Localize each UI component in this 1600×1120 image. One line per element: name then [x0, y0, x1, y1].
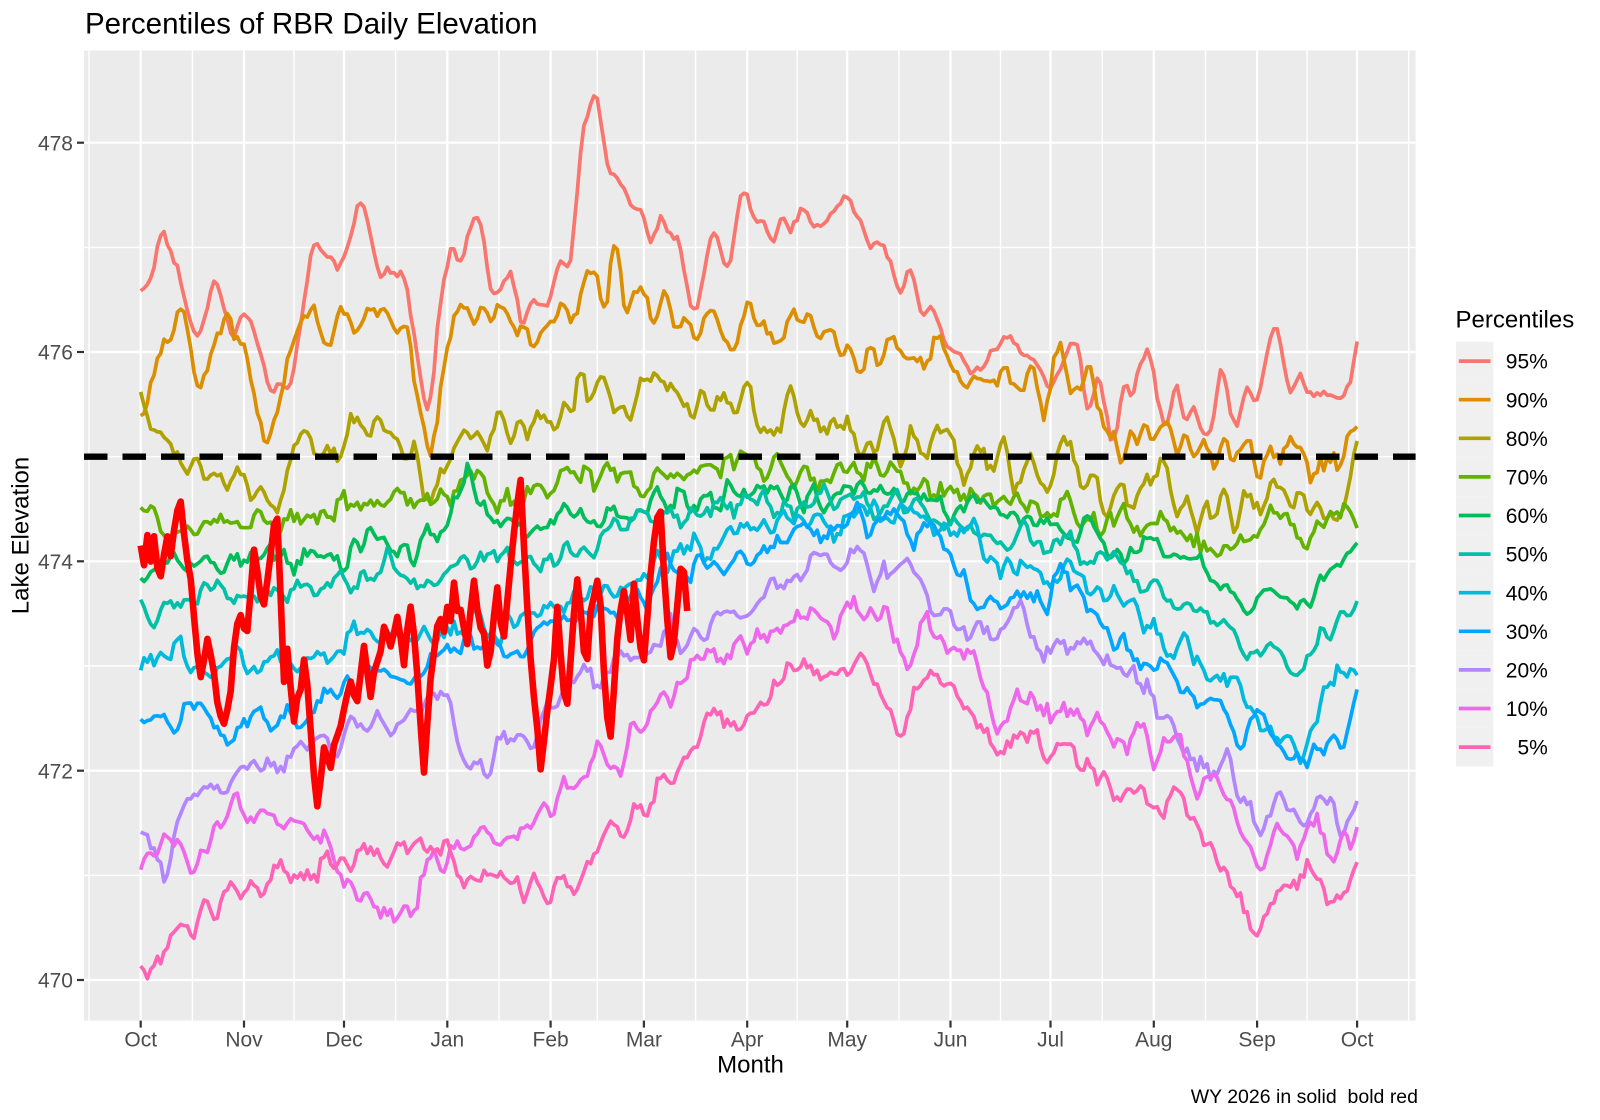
svg-text:90%: 90%	[1506, 389, 1548, 412]
svg-text:20%: 20%	[1506, 660, 1548, 683]
svg-text:470: 470	[38, 970, 73, 993]
svg-text:80%: 80%	[1506, 428, 1548, 451]
svg-text:60%: 60%	[1506, 505, 1548, 528]
svg-text:70%: 70%	[1506, 467, 1548, 490]
svg-text:5%: 5%	[1518, 737, 1548, 760]
svg-text:Mar: Mar	[626, 1029, 662, 1052]
svg-text:Oct: Oct	[1341, 1029, 1374, 1052]
svg-text:WY 2026 in solid bold red: WY 2026 in solid bold red	[1191, 1086, 1418, 1108]
svg-text:Jun: Jun	[934, 1029, 968, 1052]
svg-text:Lake Elevation: Lake Elevation	[8, 457, 35, 614]
svg-text:30%: 30%	[1506, 621, 1548, 644]
svg-text:478: 478	[38, 132, 73, 155]
svg-text:95%: 95%	[1506, 351, 1548, 374]
svg-text:May: May	[827, 1029, 867, 1052]
svg-text:Percentiles: Percentiles	[1456, 307, 1575, 334]
svg-text:Feb: Feb	[533, 1029, 569, 1052]
svg-text:Apr: Apr	[731, 1029, 764, 1052]
svg-text:Oct: Oct	[124, 1029, 157, 1052]
svg-text:Aug: Aug	[1135, 1029, 1172, 1052]
svg-text:476: 476	[38, 342, 73, 365]
svg-text:474: 474	[38, 551, 73, 574]
svg-text:Nov: Nov	[225, 1029, 263, 1052]
svg-text:Dec: Dec	[325, 1029, 362, 1052]
svg-text:40%: 40%	[1506, 582, 1548, 605]
svg-text:50%: 50%	[1506, 544, 1548, 567]
svg-text:Jan: Jan	[430, 1029, 464, 1052]
svg-text:Sep: Sep	[1238, 1029, 1275, 1052]
svg-text:10%: 10%	[1506, 698, 1548, 721]
svg-text:Month: Month	[717, 1052, 784, 1079]
svg-text:Jul: Jul	[1037, 1029, 1064, 1052]
svg-text:472: 472	[38, 760, 73, 783]
svg-text:Percentiles of RBR Daily Eleva: Percentiles of RBR Daily Elevation	[85, 8, 538, 41]
